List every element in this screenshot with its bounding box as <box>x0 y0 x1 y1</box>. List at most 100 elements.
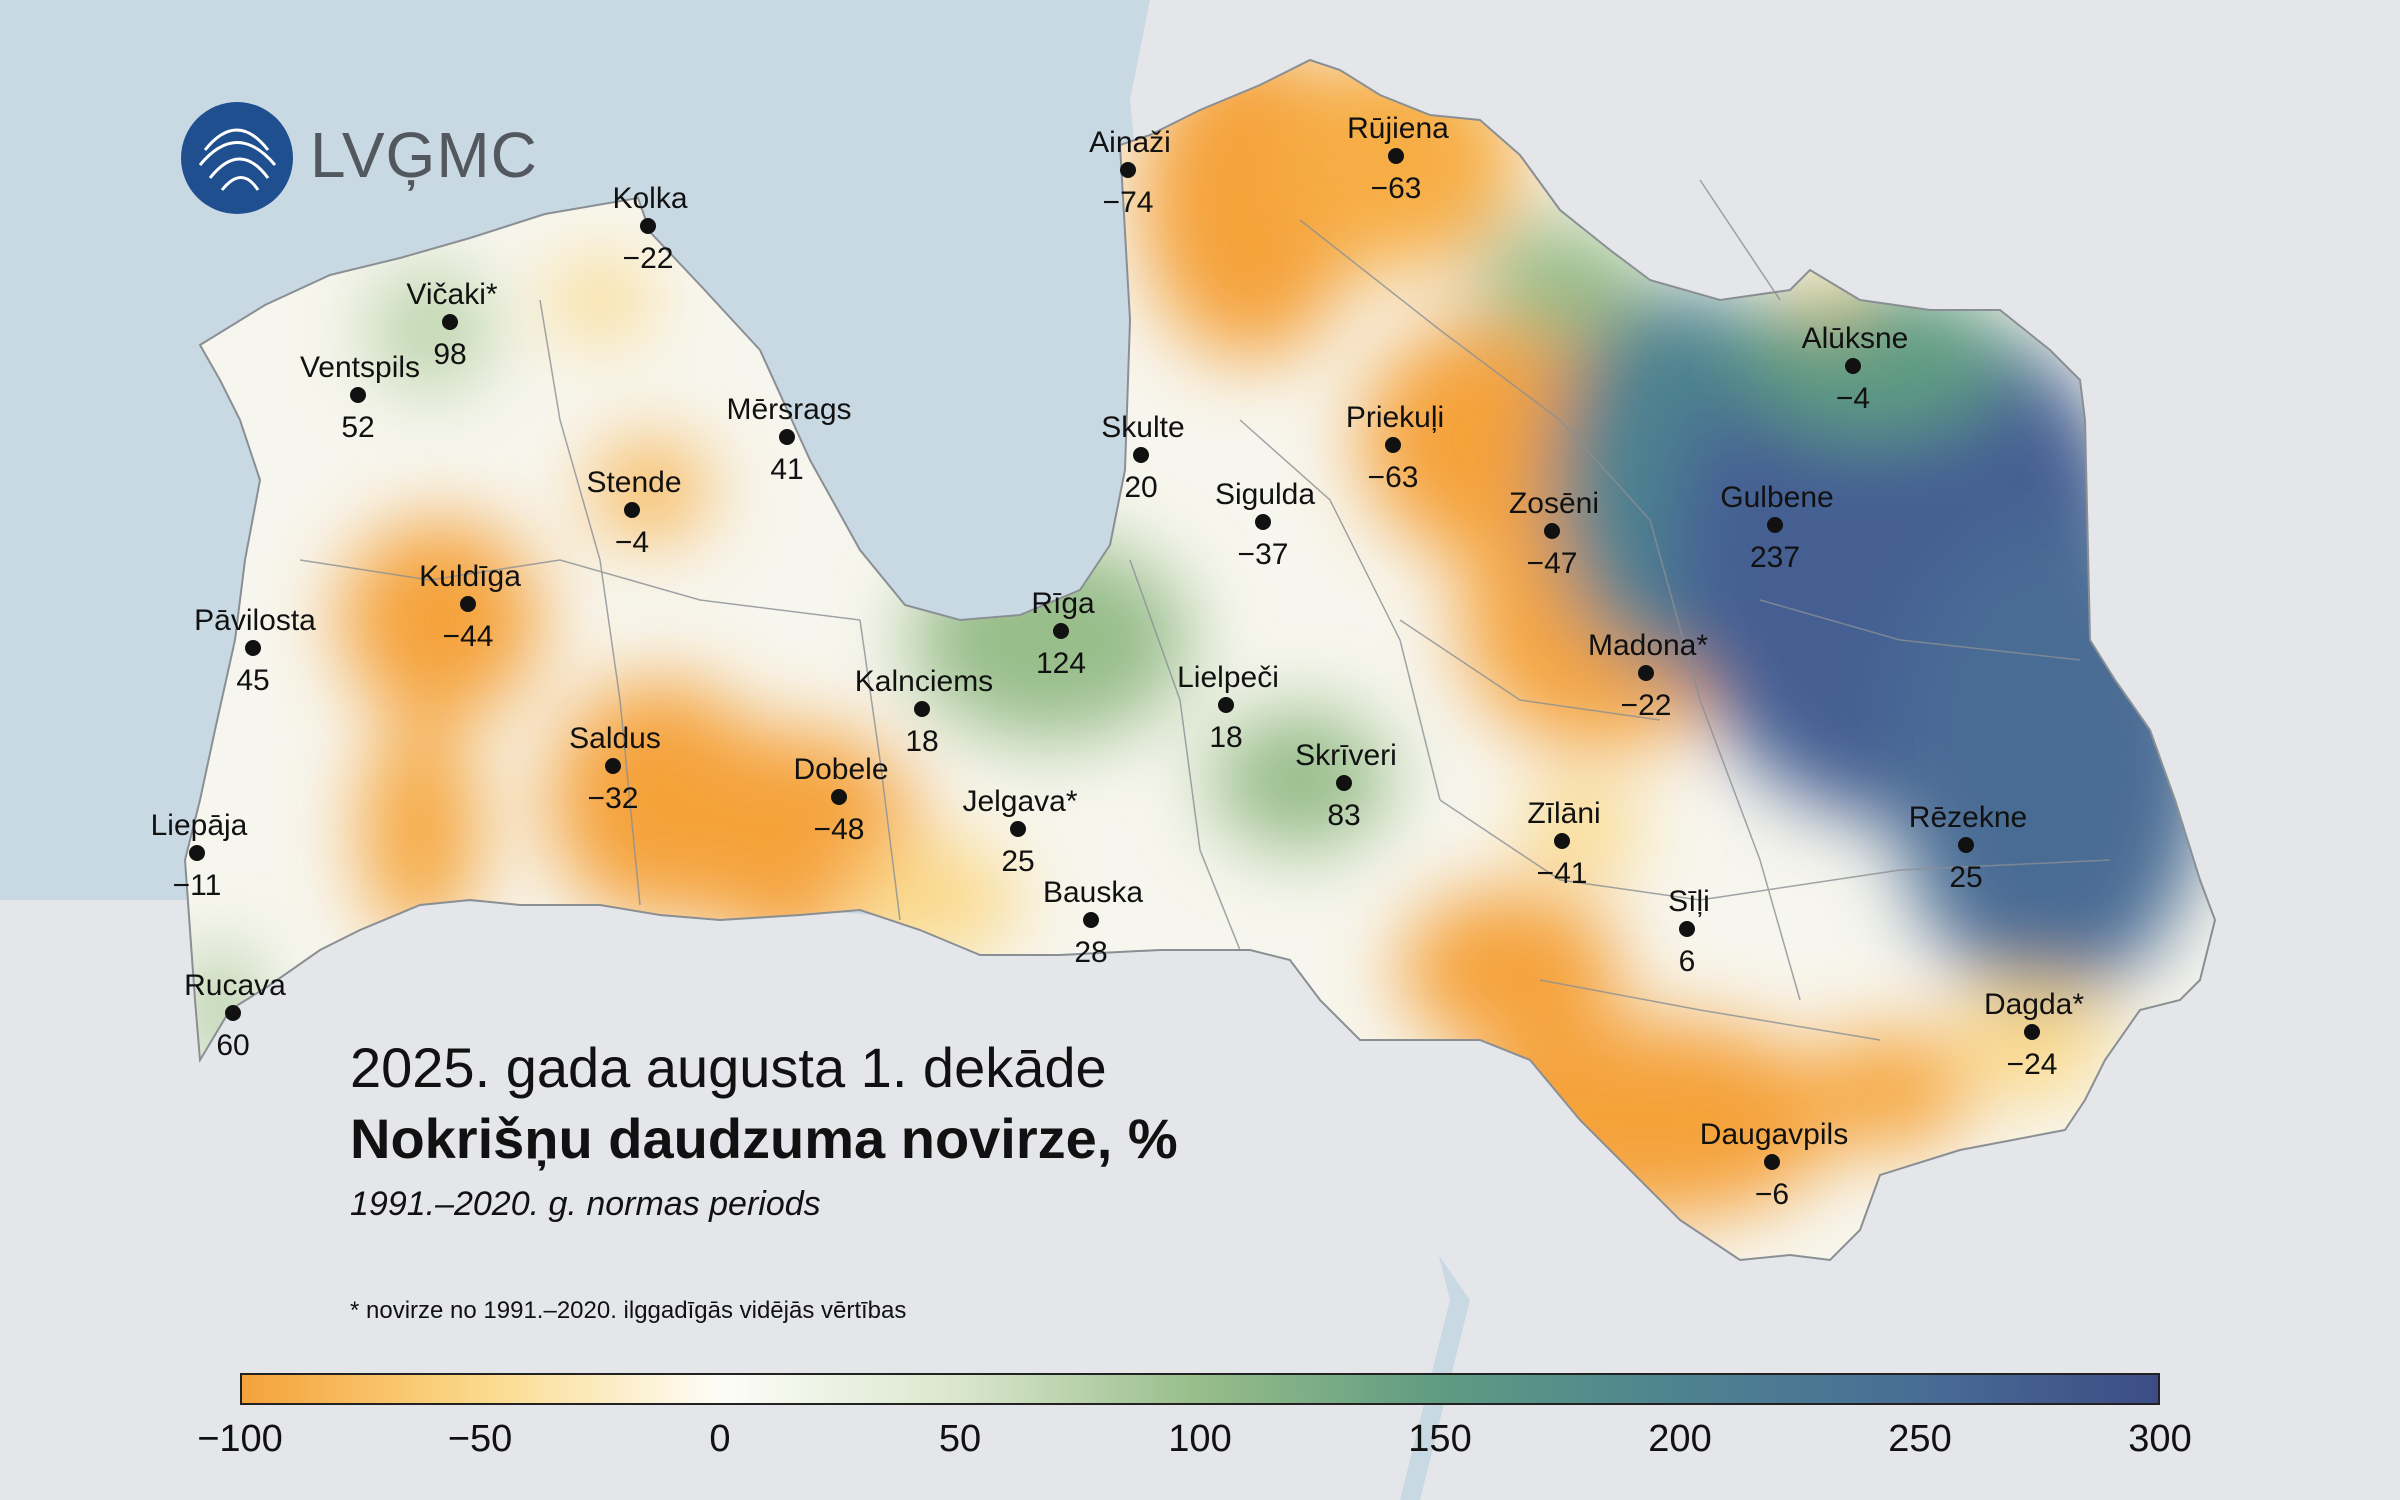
station-dot <box>1554 833 1570 849</box>
neighbour-land-north <box>1300 0 2400 330</box>
station-dot <box>1845 358 1861 374</box>
station: Gulbene 237 <box>1720 481 1833 574</box>
station: Jelgava* 25 <box>962 785 1077 878</box>
station-value: −41 <box>1537 857 1588 890</box>
station-dot <box>245 640 261 656</box>
station-name: Lielpeči <box>1177 661 1279 694</box>
station: Stende −4 <box>586 466 681 559</box>
station-name: Zosēni <box>1509 487 1599 520</box>
station-name: Kalnciems <box>855 665 993 698</box>
station-value: 45 <box>236 664 269 697</box>
station-name: Dobele <box>793 753 888 786</box>
legend-tick-label: −100 <box>197 1418 283 1460</box>
station-value: 18 <box>905 725 938 758</box>
municipality-borders <box>299 179 2111 1041</box>
station-name: Dagda* <box>1984 988 2084 1021</box>
station-value: −11 <box>173 869 222 902</box>
station-layer: Kolka −22 Ainaži −74 Rūjiena −63 Vičaki* 98 Vent… <box>151 112 2085 1211</box>
station-dot <box>189 845 205 861</box>
station-dot <box>1053 623 1069 639</box>
station-name: Kuldīga <box>419 560 521 593</box>
title-main: Nokrišņu daudzuma novirze, % <box>350 1107 1178 1170</box>
station-name: Rēzekne <box>1909 801 2027 834</box>
station-name: Skrīveri <box>1295 739 1397 772</box>
station-dot <box>831 789 847 805</box>
station: Zīlāni −41 <box>1527 797 1600 890</box>
station-value: −6 <box>1755 1178 1789 1211</box>
station-value: −63 <box>1371 172 1422 205</box>
station-value: −24 <box>2007 1048 2058 1081</box>
title-period: 2025. gada augusta 1. dekāde <box>350 1036 1107 1099</box>
station: Bauska 28 <box>1043 876 1143 969</box>
legend-tick-label: 300 <box>2128 1418 2192 1460</box>
station-name: Priekuļi <box>1346 401 1444 434</box>
station: Dobele −48 <box>793 753 888 846</box>
station: Daugavpils −6 <box>1700 1118 1848 1211</box>
station-name: Zīlāni <box>1527 797 1600 830</box>
logo-text: LVĢMC <box>310 119 538 191</box>
station-dot <box>1388 148 1404 164</box>
station-name: Bauska <box>1043 876 1143 909</box>
station-name: Skulte <box>1101 411 1184 444</box>
station-name: Rucava <box>184 969 286 1002</box>
station-dot <box>1010 821 1026 837</box>
station-name: Sigulda <box>1215 478 1315 511</box>
station: Priekuļi −63 <box>1346 401 1444 494</box>
station: Rucava 60 <box>184 969 286 1062</box>
station-value: −37 <box>1238 538 1289 571</box>
station-dot <box>624 502 640 518</box>
legend-tick-label: 250 <box>1888 1418 1952 1460</box>
station: Rīga 124 <box>1031 587 1095 680</box>
legend-tick-label: 50 <box>938 1418 982 1460</box>
station-value: 237 <box>1750 541 1800 574</box>
station-dot <box>1679 921 1695 937</box>
latvia-border <box>183 58 2217 1262</box>
station-dot <box>779 429 795 445</box>
station-value: 41 <box>770 453 803 486</box>
station-value: 60 <box>216 1029 249 1062</box>
station: Lielpeči 18 <box>1177 661 1279 754</box>
station: Ventspils 52 <box>300 351 420 444</box>
station-name: Saldus <box>569 722 661 755</box>
station-dot <box>1638 665 1654 681</box>
station-dot <box>914 701 930 717</box>
station-name: Daugavpils <box>1700 1118 1848 1151</box>
station: Skulte 20 <box>1101 411 1184 504</box>
station-dot <box>1218 697 1234 713</box>
title-normal-period: 1991.–2020. g. normas periods <box>350 1185 821 1223</box>
station-name: Rūjiena <box>1347 112 1449 145</box>
station-name: Sīļi <box>1668 885 1710 918</box>
station-value: 20 <box>1124 471 1157 504</box>
lvgmc-swirl-logo <box>181 102 293 214</box>
neighbour-land-south <box>0 900 1450 1500</box>
station-name: Ainaži <box>1089 126 1171 159</box>
station-dot <box>1133 447 1149 463</box>
station-value: −22 <box>623 242 674 275</box>
station: Alūksne −4 <box>1802 322 1909 415</box>
station: Mērsrags 41 <box>726 393 851 486</box>
station: Sigulda −37 <box>1215 478 1315 571</box>
station-dot <box>1767 517 1783 533</box>
station: Liepāja −11 <box>151 809 248 902</box>
station: Saldus −32 <box>569 722 661 815</box>
footnote: * novirze no 1991.–2020. ilggadīgās vidē… <box>350 1297 907 1324</box>
station: Pāvilosta 45 <box>194 604 316 697</box>
station-dot <box>1336 775 1352 791</box>
station-value: −74 <box>1103 186 1154 219</box>
station-name: Ventspils <box>300 351 420 384</box>
station-value: 52 <box>341 411 374 444</box>
legend-color-bar <box>240 1373 2160 1405</box>
station-dot <box>1544 523 1560 539</box>
station-value: −47 <box>1527 547 1578 580</box>
station: Dagda* −24 <box>1984 988 2084 1081</box>
station-value: 98 <box>433 338 466 371</box>
station-dot <box>605 758 621 774</box>
station-name: Kolka <box>612 182 687 215</box>
station-dot <box>460 596 476 612</box>
station-dot <box>1083 912 1099 928</box>
station: Vičaki* 98 <box>406 278 497 371</box>
station-value: −4 <box>1836 382 1870 415</box>
legend-tick-label: 150 <box>1408 1418 1472 1460</box>
station-value: −4 <box>615 526 649 559</box>
